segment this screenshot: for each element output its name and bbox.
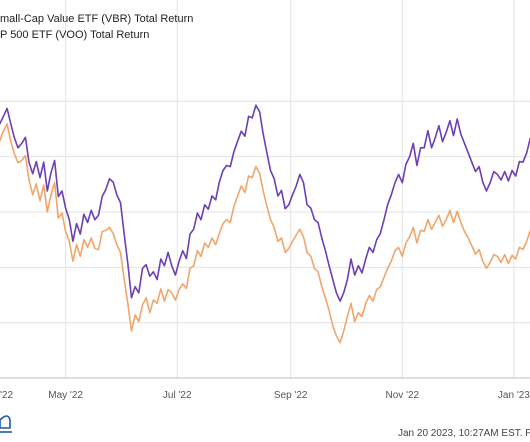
series-line-1	[0, 123, 530, 344]
series-layer	[0, 104, 530, 344]
x-tick-label: Jul '22	[163, 390, 192, 401]
x-tick-label: May '22	[48, 390, 83, 401]
x-tick-label: Nov '22	[385, 390, 419, 401]
grid	[0, 0, 530, 378]
footer: Jan 20 2023, 10:27AM EST. Powered	[0, 415, 530, 439]
x-tick-label: Sep '22	[274, 390, 308, 401]
footer-timestamp: Jan 20 2023, 10:27AM EST. Powered	[398, 428, 530, 439]
ycharts-logo-icon	[0, 415, 12, 433]
legend: mall-Cap Value ETF (VBR) Total Return P …	[0, 13, 193, 41]
x-axis-ticks: '22 May '22 Jul '22 Sep '22 Nov '22 Jan '23	[0, 390, 530, 401]
series-line-0	[0, 104, 530, 302]
x-tick-label: '22	[0, 390, 13, 401]
legend-item-voo[interactable]: P 500 ETF (VOO) Total Return	[0, 29, 149, 41]
legend-item-vbr[interactable]: mall-Cap Value ETF (VBR) Total Return	[0, 13, 193, 25]
x-tick-label: Jan '23	[498, 390, 530, 401]
legend-label-voo: P 500 ETF (VOO) Total Return	[0, 29, 149, 41]
legend-label-vbr: mall-Cap Value ETF (VBR) Total Return	[0, 13, 193, 25]
